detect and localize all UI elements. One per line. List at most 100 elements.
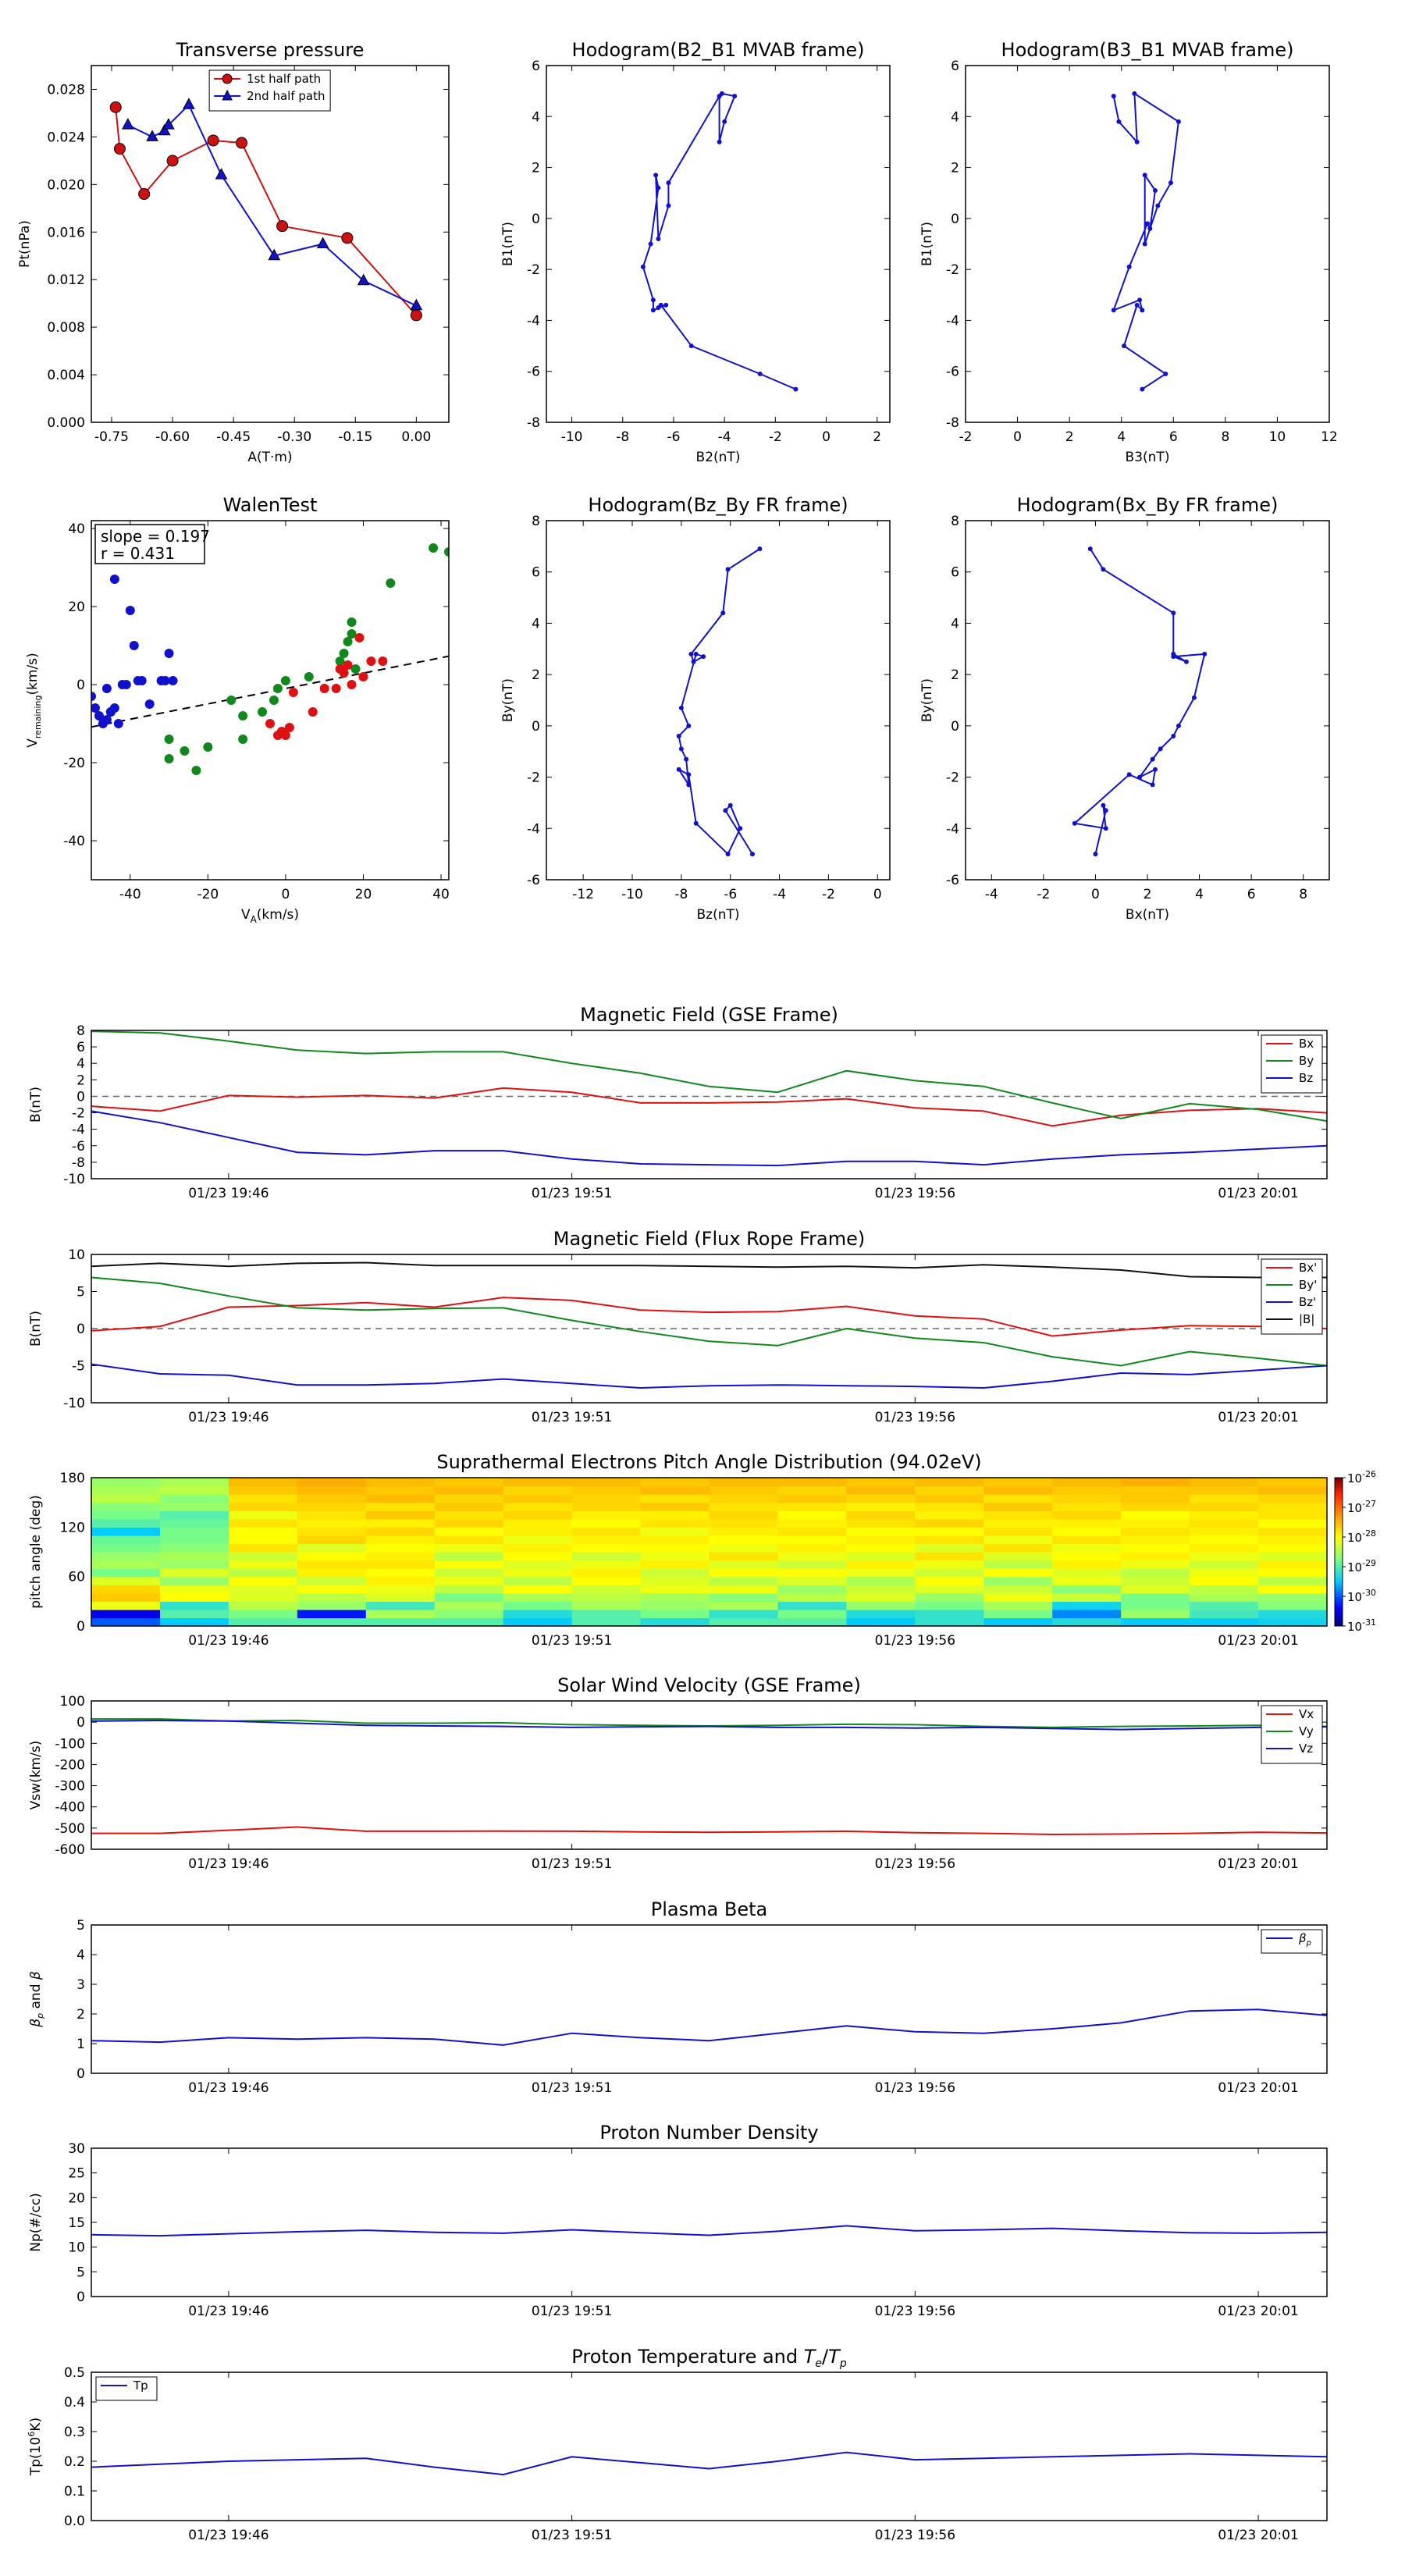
data-point — [1147, 226, 1152, 231]
heatmap-cell — [572, 1519, 642, 1528]
heatmap-cell — [1190, 1552, 1259, 1560]
scatter-point — [203, 742, 212, 752]
data-point — [1101, 567, 1105, 571]
scatter-point — [238, 711, 247, 720]
colorbar-segment — [1335, 1619, 1343, 1622]
heatmap-cell — [1052, 1519, 1122, 1528]
x-tick-label: 01/23 19:46 — [188, 1633, 269, 1649]
y-tick-label: -200 — [55, 1757, 85, 1773]
heatmap-cell — [1052, 1535, 1122, 1544]
plot-border — [91, 2372, 1327, 2521]
y-tick-label: 2 — [532, 161, 540, 176]
heatmap-cell — [160, 1543, 229, 1552]
plot-area — [677, 546, 763, 856]
x-tick-label: 01/23 19:51 — [532, 2080, 612, 2096]
heatmap-cell — [503, 1577, 573, 1585]
y-tick-label: 20 — [68, 600, 85, 615]
heatmap-cell — [641, 1610, 710, 1618]
y-tick-label: 25 — [68, 2166, 85, 2182]
data-point — [1116, 119, 1121, 124]
x-tick-label: 01/23 19:46 — [188, 1410, 269, 1425]
legend-label: Bz' — [1299, 1295, 1316, 1309]
scatter-point — [340, 649, 349, 658]
heatmap-cell — [641, 1503, 710, 1511]
y-tick-label: 60 — [68, 1570, 85, 1585]
colorbar-segment — [1335, 1537, 1343, 1540]
heatmap-cell — [229, 1503, 298, 1511]
y-tick-label: 4 — [532, 109, 540, 125]
heatmap-cell — [984, 1585, 1053, 1593]
heatmap-cell — [1121, 1510, 1190, 1519]
x-tick-label: 01/23 19:56 — [875, 1410, 955, 1425]
data-point — [692, 660, 696, 664]
plot-border — [91, 1030, 1327, 1179]
heatmap-cell — [1190, 1510, 1259, 1519]
heatmap-cell — [1258, 1577, 1328, 1585]
heatmap-cell — [366, 1486, 436, 1495]
y-tick-label: 0.000 — [47, 415, 85, 431]
data-point — [679, 746, 684, 751]
y-tick-label: 0.3 — [64, 2425, 85, 2440]
heatmap-cell — [297, 1617, 367, 1626]
colorbar-tick-label: 10-29 — [1347, 1558, 1376, 1574]
data-point — [738, 826, 742, 831]
y-tick-label: 0.4 — [64, 2395, 85, 2411]
x-axis-label: B2(nT) — [696, 450, 741, 465]
heatmap-cell — [915, 1510, 984, 1519]
heatmap-cell — [984, 1617, 1053, 1626]
data-point — [758, 372, 763, 376]
y-tick-label: 4 — [76, 1056, 85, 1072]
heatmap-cell — [366, 1560, 436, 1569]
data-point — [1112, 94, 1116, 98]
data-point — [679, 706, 684, 710]
heatmap-cell — [710, 1560, 779, 1569]
heatmap-cell — [435, 1478, 504, 1486]
y-tick-label: 8 — [76, 1023, 85, 1039]
y-axis-label: pitch angle (deg) — [28, 1495, 44, 1609]
x-tick-label: 01/23 19:56 — [875, 1633, 955, 1649]
legend-label: Bx' — [1299, 1261, 1317, 1275]
data-point — [1143, 242, 1147, 247]
x-tick-label: 2 — [1144, 887, 1152, 902]
x-tick-label: 01/23 20:01 — [1218, 1856, 1298, 1872]
heatmap-cell — [1121, 1552, 1190, 1560]
heatmap-cell — [435, 1593, 504, 1602]
heatmap-cell — [503, 1617, 573, 1626]
x-tick-label: -2 — [822, 887, 835, 902]
plot-border — [546, 66, 890, 422]
heatmap-cell — [91, 1552, 161, 1560]
series-line-Bx' — [91, 1297, 1327, 1336]
heatmap-cell — [366, 1527, 436, 1535]
walen-chart: WalenTest-40-2002040-40 -20 0 20 40VA(km/s)V… — [25, 494, 454, 925]
heatmap-cell — [1052, 1601, 1122, 1610]
heatmap-cell — [984, 1519, 1053, 1528]
heatmap-cell — [1190, 1610, 1259, 1618]
heatmap-cell — [503, 1552, 573, 1560]
x-tick-label: 01/23 20:01 — [1218, 2528, 1298, 2543]
heatmap-cell — [641, 1494, 710, 1503]
y-tick-label: -400 — [55, 1800, 85, 1816]
y-tick-label: -300 — [55, 1779, 85, 1795]
heatmap-cell — [572, 1486, 642, 1495]
heatmap-cell — [503, 1585, 573, 1593]
heatmap-cell — [1258, 1552, 1328, 1560]
colorbar-segment — [1335, 1564, 1343, 1567]
heatmap-cell — [91, 1568, 161, 1577]
heatmap-cell — [984, 1535, 1053, 1544]
heatmap-cell — [366, 1577, 436, 1585]
y-tick-label: 15 — [68, 2215, 85, 2231]
heatmap-cell — [229, 1617, 298, 1626]
x-tick-label: -4 — [985, 887, 998, 902]
heatmap-cell — [160, 1593, 229, 1602]
chart-title: Hodogram(Bx_By FR frame) — [1017, 494, 1279, 516]
y-tick-label: -6 — [72, 1139, 85, 1155]
colorbar-segment — [1335, 1490, 1343, 1493]
heatmap-cell — [160, 1617, 229, 1626]
heatmap-cell — [229, 1527, 298, 1535]
heatmap-cell — [915, 1543, 984, 1552]
heatmap-cell — [641, 1535, 710, 1544]
x-tick-label: 01/23 19:51 — [532, 2304, 612, 2319]
data-point — [720, 610, 725, 615]
y-tick-label: 0.016 — [47, 225, 85, 240]
colorbar-segment — [1335, 1589, 1343, 1592]
